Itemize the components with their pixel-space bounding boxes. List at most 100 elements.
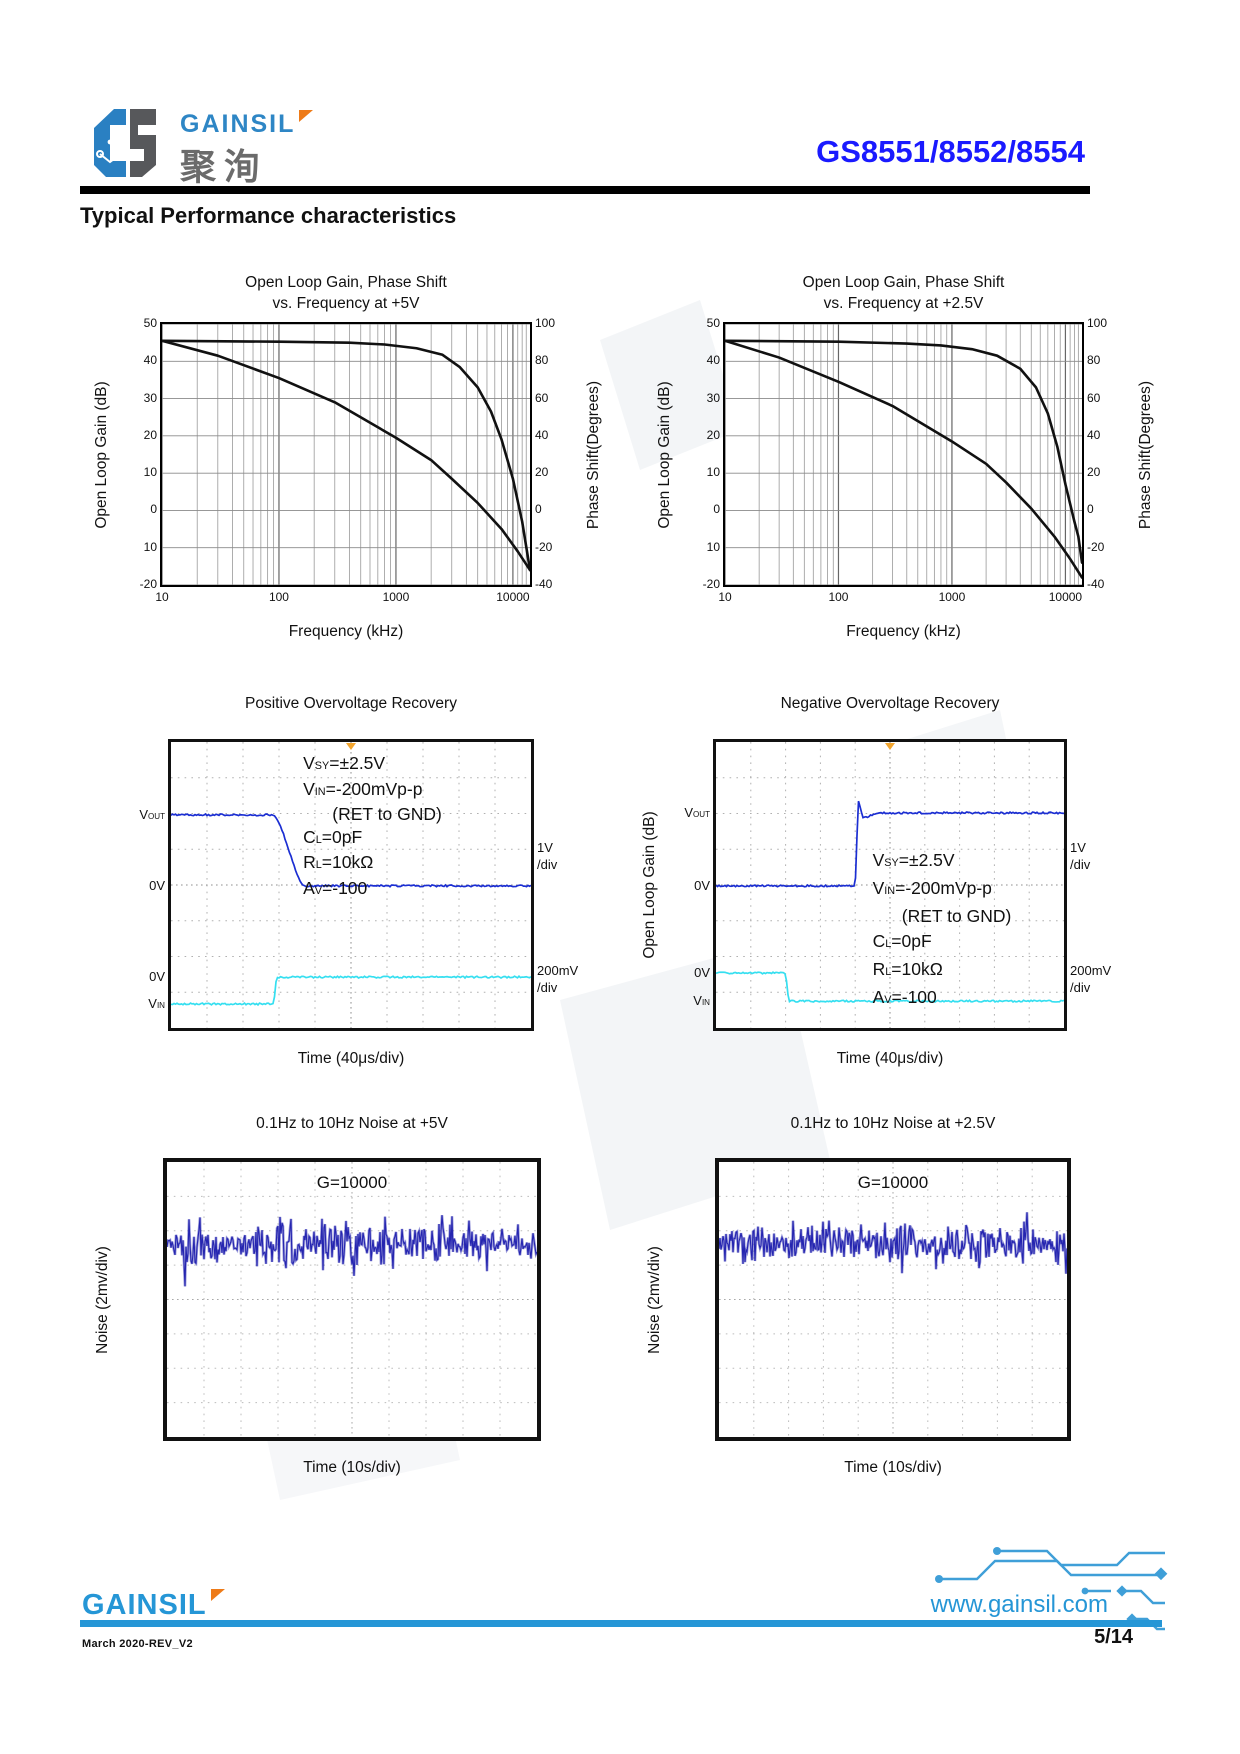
y-tick-label-right: 0: [1087, 502, 1094, 517]
chart-title: Open Loop Gain, Phase Shift vs. Frequenc…: [725, 272, 1082, 314]
trace-level-label: VIN: [95, 995, 165, 1014]
x-axis-label: Frequency (kHz): [846, 623, 961, 640]
text: 0V: [149, 969, 165, 985]
subscript: L: [315, 859, 322, 871]
y-tick-label-left: 10: [706, 465, 720, 480]
y-axis-label-gain: Open Loop Gain (dB): [93, 380, 110, 529]
text: 0V: [694, 877, 710, 893]
chart-positive-overvoltage-recovery: Positive Overvoltage Recovery Time (40μs…: [139, 695, 578, 1067]
trace-level-label: 0V: [95, 877, 165, 894]
trigger-marker-icon: [346, 743, 356, 750]
y-tick-label-left: -20: [702, 577, 720, 591]
text: =-100: [322, 877, 368, 898]
text: 0V: [694, 965, 710, 981]
footer-orange-accent-icon: [210, 1589, 225, 1601]
text: R: [872, 958, 886, 979]
x-axis-label: Time (10s/div): [303, 1459, 401, 1476]
footer-rule: [80, 1620, 1162, 1627]
x-tick-label: 10: [718, 590, 732, 604]
annotation-line: CL=0pF: [873, 929, 1012, 957]
y-tick-label-right: 20: [535, 465, 549, 480]
gainsil-logo-icon: [94, 109, 156, 177]
subscript: OUT: [148, 811, 165, 821]
test-conditions-annotation: VSY=±2.5V VIN=-200mVp-p (RET to GND) CL=0p…: [303, 752, 442, 902]
x-axis-label: Time (40μs/div): [297, 1050, 405, 1067]
text: V: [872, 849, 885, 870]
subscript: IN: [156, 1000, 165, 1010]
y-tick-label-right: 80: [535, 353, 549, 368]
x-tick-label: 1000: [382, 590, 410, 604]
y-tick-label-left: 0: [713, 502, 720, 517]
y-tick-label-left: 20: [143, 427, 157, 442]
plot-area: [719, 1162, 1067, 1437]
chart-title: Positive Overvoltage Recovery: [245, 695, 457, 712]
subscript: IN: [884, 884, 896, 897]
series-open-loop-gain: [162, 339, 530, 572]
y-tick-label-right: 60: [1087, 390, 1101, 405]
x-tick-label: 10: [155, 590, 169, 604]
annotation-line: (RET to GND): [873, 904, 1012, 929]
plot-area: [162, 324, 530, 585]
page-number: 5/14: [1094, 1626, 1133, 1648]
chart-title: 0.1Hz to 10Hz Noise at +5V: [256, 1115, 448, 1132]
y-tick-label-left: 10: [143, 539, 157, 554]
brand-text: GAINSIL: [180, 110, 296, 138]
subscript: V: [884, 993, 892, 1006]
y-tick-label-left: 10: [706, 539, 720, 554]
y-tick-label-right: 40: [535, 427, 549, 442]
subscript: V: [314, 884, 323, 897]
x-axis-label: Frequency (kHz): [288, 623, 404, 640]
y-tick-label-right: 80: [1087, 353, 1101, 368]
y-tick-label-left: 0: [150, 502, 157, 517]
footer-website: www.gainsil.com: [930, 1591, 1108, 1618]
subscript: L: [315, 833, 322, 846]
trace-level-label: VIN: [640, 992, 710, 1011]
y-tick-label-right: 60: [535, 390, 549, 405]
series-phase-shift: [162, 339, 530, 572]
x-tick-label: 1000: [938, 590, 966, 604]
text: V: [139, 806, 148, 822]
trace-level-label: 0V: [640, 964, 710, 981]
footer-revision: March 2020-REV_V2: [82, 1638, 193, 1650]
subscript: SY: [314, 760, 330, 772]
part-number-title: GS8551/8552/8554: [816, 134, 1085, 169]
subscript: L: [885, 965, 892, 978]
y-tick-label-right: -20: [535, 539, 553, 554]
chart-title: Open Loop Gain, Phase Shift vs. Frequenc…: [162, 272, 530, 314]
chart-open-loop-gain-5v: Open Loop Gain, Phase Shift vs. Frequenc…: [93, 274, 602, 640]
text: A: [303, 877, 315, 898]
scale-per-div-label: 1V /div: [1070, 839, 1091, 872]
footer-brand-wordmark: GAINSIL: [82, 1589, 225, 1622]
text: =±2.5V: [329, 753, 386, 773]
y-axis-label-phase: Phase Shift(Degrees): [585, 380, 602, 529]
text: V: [684, 804, 693, 820]
text: =±2.5V: [898, 849, 955, 870]
y-tick-label-left: 30: [706, 390, 720, 405]
scale-per-div-label: 200mV /div: [537, 962, 579, 995]
y-tick-label-left: 50: [143, 316, 157, 330]
y-tick-label-right: -40: [535, 577, 553, 591]
text: =10kΩ: [321, 852, 374, 872]
y-tick-label-left: -20: [139, 577, 157, 591]
chart-title-line1: Open Loop Gain, Phase Shift: [802, 274, 1005, 291]
x-tick-label: 10000: [1048, 590, 1083, 604]
text: V: [148, 995, 157, 1011]
y-tick-label-left: 50: [706, 316, 720, 330]
page-section-title: Typical Performance characteristics: [80, 203, 457, 228]
chart-negative-overvoltage-recovery: Negative Overvoltage Recovery Open Loop …: [641, 695, 1111, 1067]
y-axis-label-noise: Noise (2mv/div): [646, 1245, 663, 1354]
text: V: [303, 778, 315, 799]
x-tick-label: 100: [828, 590, 849, 604]
text: (RET to GND): [303, 804, 442, 824]
plot-area: [167, 1162, 537, 1437]
y-tick-label-right: -20: [1087, 539, 1105, 554]
y-tick-label-left: 30: [143, 390, 157, 405]
footer-brand-text: GAINSIL: [82, 1589, 207, 1621]
text: =0pF: [321, 826, 363, 847]
chart-title-line1: Open Loop Gain, Phase Shift: [245, 274, 447, 291]
text: V: [872, 877, 885, 898]
annotation-line: AV=-100: [873, 985, 1012, 1013]
text: C: [303, 826, 316, 847]
annotation-line: RL=10kΩ: [303, 851, 442, 877]
